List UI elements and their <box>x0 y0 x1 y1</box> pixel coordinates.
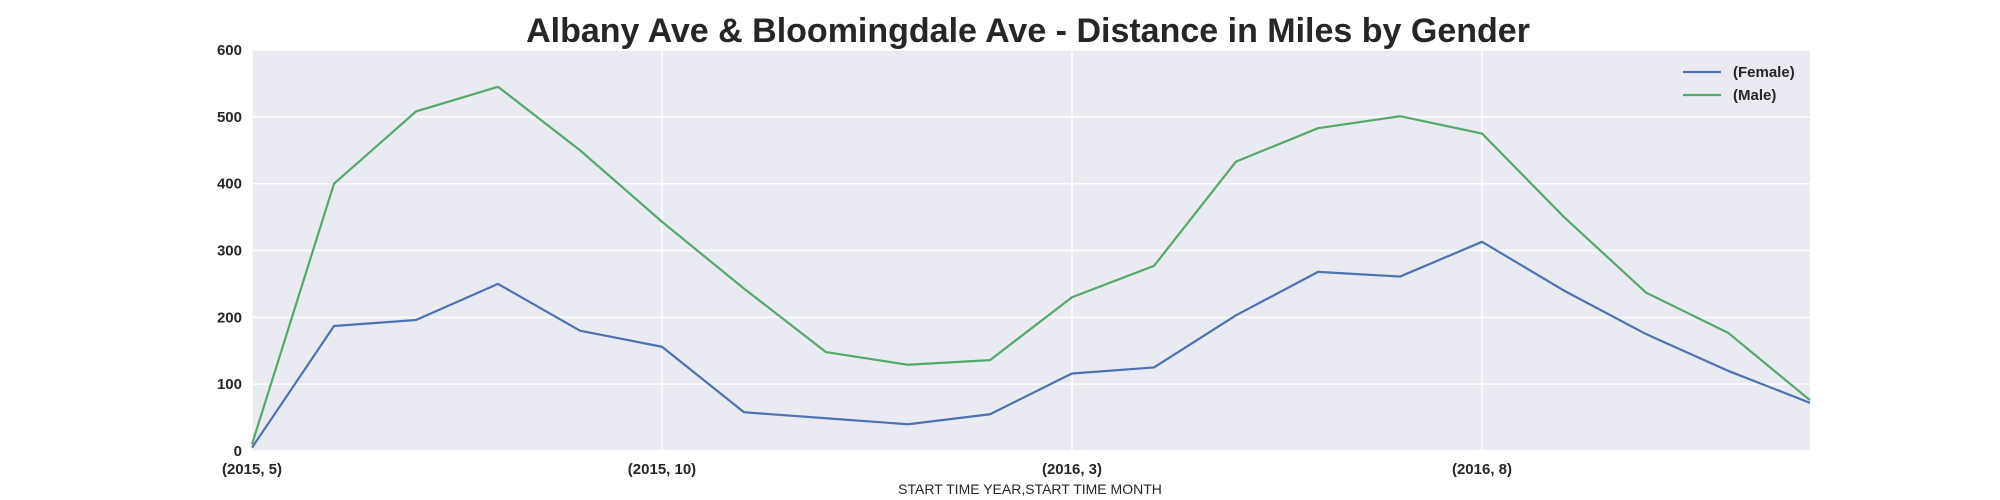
y-tick-label: 400 <box>217 176 242 193</box>
x-tick-label: (2016, 8) <box>1452 461 1512 478</box>
legend-label: (Female) <box>1733 64 1795 81</box>
x-tick-label: (2016, 3) <box>1042 461 1102 478</box>
legend: (Female) (Male) <box>1683 64 1795 104</box>
y-tick-label: 200 <box>217 309 242 326</box>
grid-lines <box>251 49 1810 452</box>
x-tick-label: (2015, 5) <box>222 461 282 478</box>
y-tick-label: 300 <box>217 243 242 260</box>
chart-title: Albany Ave & Bloomingdale Ave - Distance… <box>526 12 1530 50</box>
series-lines <box>250 85 1811 449</box>
y-tick-label: 100 <box>217 376 242 393</box>
y-tick-label: 600 <box>217 42 242 59</box>
series-line-male <box>250 85 1811 445</box>
y-tick-label: 0 <box>234 443 242 460</box>
axis-ticks: 0 100 200 300 400 500 600 (2015, 5) (2015, 10) (2… <box>217 42 1512 478</box>
legend-label: (Male) <box>1733 87 1776 104</box>
y-tick-label: 500 <box>217 109 242 126</box>
series-line-female <box>251 240 1811 449</box>
x-axis-label: START TIME YEAR,START TIME MONTH <box>898 481 1162 497</box>
x-tick-label: (2015, 10) <box>628 461 696 478</box>
